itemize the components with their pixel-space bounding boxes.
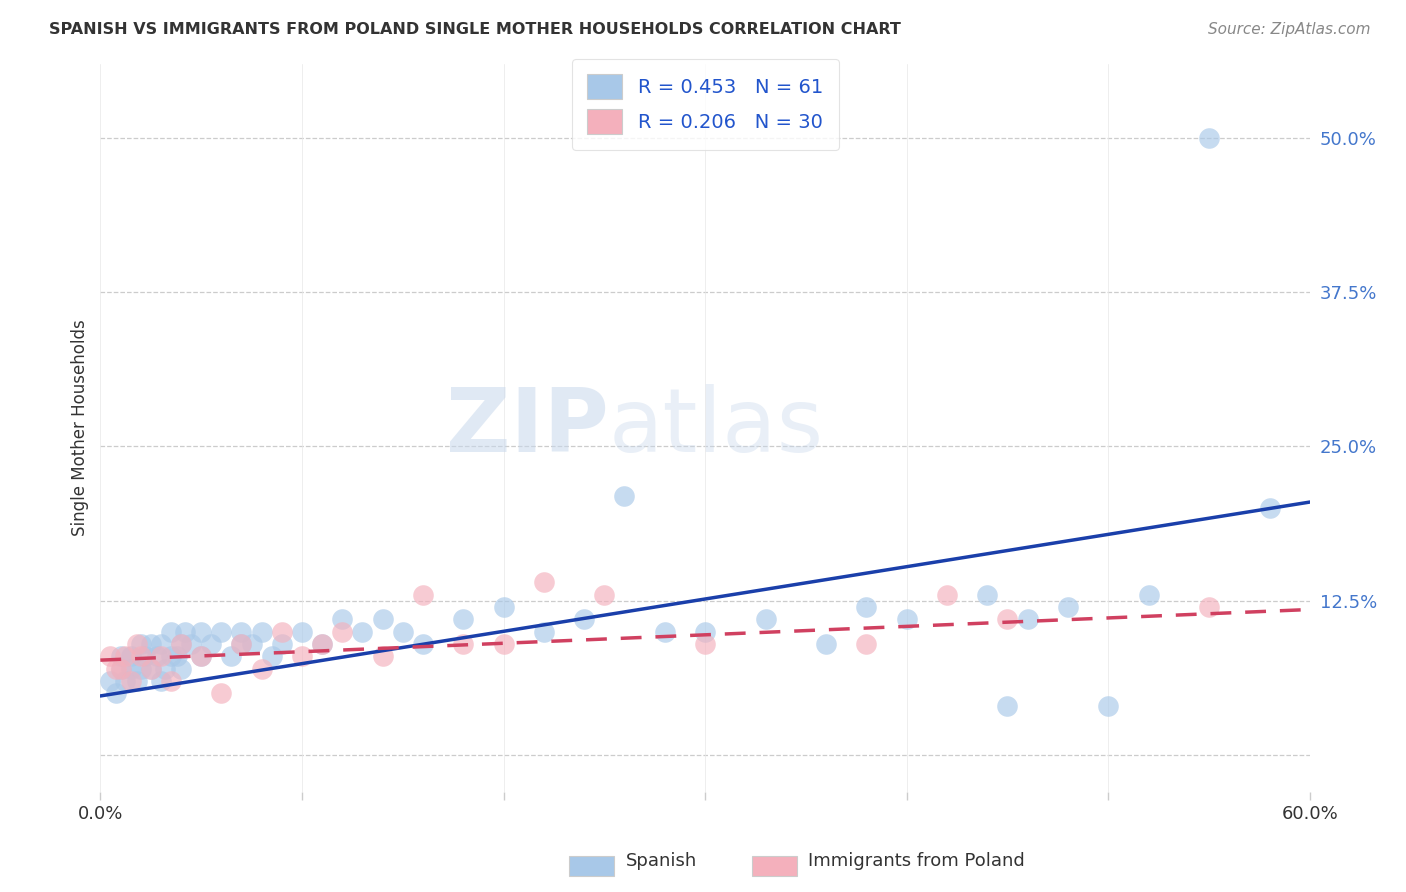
Point xyxy=(936,588,959,602)
Point xyxy=(1057,600,1080,615)
Point xyxy=(1097,698,1119,713)
Point xyxy=(200,637,222,651)
Point xyxy=(240,637,263,651)
Point xyxy=(129,637,152,651)
Point xyxy=(855,600,877,615)
Point xyxy=(270,624,292,639)
Point xyxy=(412,588,434,602)
Point xyxy=(110,662,132,676)
Point xyxy=(139,662,162,676)
Point xyxy=(352,624,374,639)
Point xyxy=(120,649,142,664)
Point xyxy=(231,624,253,639)
Point xyxy=(100,649,122,664)
Point xyxy=(190,649,212,664)
Point xyxy=(492,637,515,651)
Point xyxy=(139,662,162,676)
Point xyxy=(170,637,193,651)
Point xyxy=(270,637,292,651)
Point xyxy=(180,637,202,651)
Point xyxy=(291,624,314,639)
Point xyxy=(139,637,162,651)
Point xyxy=(755,612,778,626)
Point xyxy=(654,624,676,639)
Point xyxy=(231,637,253,651)
Point xyxy=(855,637,877,651)
Point xyxy=(160,649,183,664)
Point xyxy=(311,637,333,651)
Legend: R = 0.453   N = 61, R = 0.206   N = 30: R = 0.453 N = 61, R = 0.206 N = 30 xyxy=(572,59,838,150)
Point xyxy=(250,662,273,676)
Point xyxy=(896,612,918,626)
Point xyxy=(129,662,152,676)
Point xyxy=(100,674,122,689)
Point xyxy=(451,612,474,626)
Point xyxy=(149,674,172,689)
Point xyxy=(170,662,193,676)
Point xyxy=(371,612,394,626)
Point xyxy=(533,624,555,639)
Point xyxy=(533,575,555,590)
Point xyxy=(1017,612,1039,626)
Point xyxy=(330,612,353,626)
Point xyxy=(291,649,314,664)
Point xyxy=(120,674,142,689)
Point xyxy=(125,637,148,651)
Point xyxy=(412,637,434,651)
Point xyxy=(190,649,212,664)
Point xyxy=(114,649,136,664)
Point xyxy=(110,662,132,676)
Point xyxy=(976,588,998,602)
Point xyxy=(250,624,273,639)
Point xyxy=(1198,130,1220,145)
Y-axis label: Single Mother Households: Single Mother Households xyxy=(72,319,89,536)
Point xyxy=(593,588,616,602)
Point xyxy=(105,662,128,676)
Point xyxy=(149,649,172,664)
Point xyxy=(451,637,474,651)
Point xyxy=(134,649,156,664)
Point xyxy=(260,649,283,664)
Point xyxy=(693,624,716,639)
Point xyxy=(209,624,232,639)
Point xyxy=(120,662,142,676)
Point xyxy=(613,489,636,503)
Point xyxy=(371,649,394,664)
Text: ZIP: ZIP xyxy=(446,384,609,472)
Text: SPANISH VS IMMIGRANTS FROM POLAND SINGLE MOTHER HOUSEHOLDS CORRELATION CHART: SPANISH VS IMMIGRANTS FROM POLAND SINGLE… xyxy=(49,22,901,37)
Point xyxy=(492,600,515,615)
Point xyxy=(153,662,176,676)
Point xyxy=(221,649,243,664)
Point xyxy=(170,637,193,651)
Point xyxy=(125,674,148,689)
Point xyxy=(166,649,188,664)
Text: atlas: atlas xyxy=(609,384,824,472)
Point xyxy=(129,649,152,664)
Point xyxy=(572,612,595,626)
Point xyxy=(174,624,197,639)
Point xyxy=(209,686,232,700)
Point xyxy=(110,649,132,664)
Text: Immigrants from Poland: Immigrants from Poland xyxy=(808,852,1025,870)
Point xyxy=(693,637,716,651)
Point xyxy=(1258,501,1281,516)
Point xyxy=(311,637,333,651)
Point xyxy=(391,624,413,639)
Text: Source: ZipAtlas.com: Source: ZipAtlas.com xyxy=(1208,22,1371,37)
Point xyxy=(997,612,1019,626)
Point xyxy=(149,637,172,651)
Point xyxy=(1137,588,1160,602)
Point xyxy=(231,637,253,651)
Point xyxy=(160,624,183,639)
Text: Spanish: Spanish xyxy=(626,852,697,870)
Point xyxy=(190,624,212,639)
Point xyxy=(330,624,353,639)
Point xyxy=(160,674,183,689)
Point xyxy=(997,698,1019,713)
Point xyxy=(114,674,136,689)
Point xyxy=(815,637,838,651)
Point xyxy=(1198,600,1220,615)
Point xyxy=(146,649,169,664)
Point xyxy=(105,686,128,700)
